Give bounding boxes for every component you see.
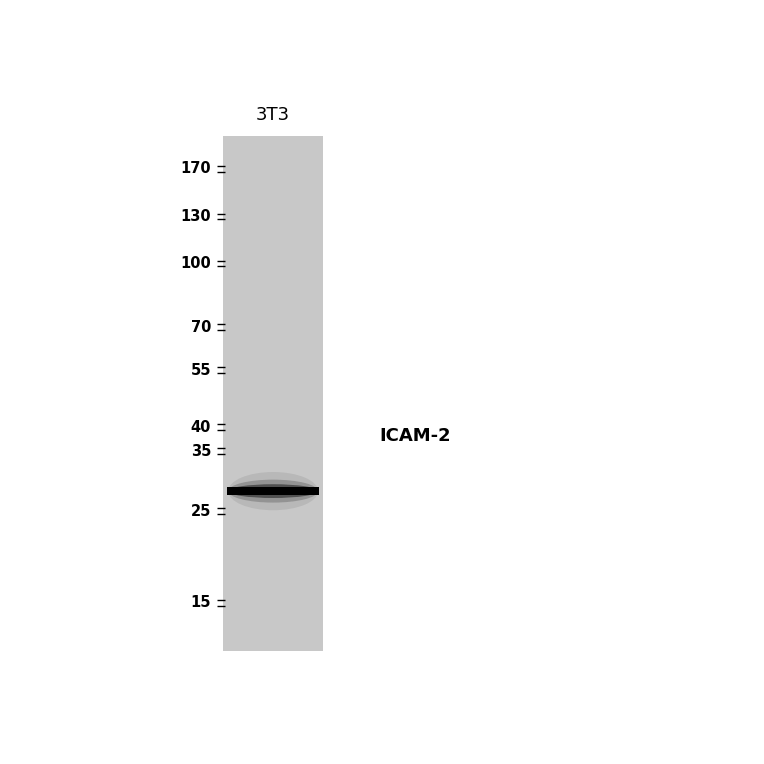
Text: 55: 55 bbox=[190, 363, 211, 378]
Text: 25: 25 bbox=[190, 504, 211, 519]
Text: 40: 40 bbox=[190, 419, 211, 435]
Ellipse shape bbox=[228, 472, 318, 510]
Text: 130: 130 bbox=[180, 209, 211, 224]
Ellipse shape bbox=[228, 484, 318, 498]
Text: 170: 170 bbox=[180, 161, 211, 176]
Ellipse shape bbox=[228, 480, 318, 503]
Text: 15: 15 bbox=[190, 595, 211, 610]
Text: 35: 35 bbox=[190, 444, 211, 458]
Bar bbox=[227, 487, 319, 495]
Bar bbox=[223, 136, 323, 651]
Text: 100: 100 bbox=[180, 256, 211, 271]
Text: ICAM-2: ICAM-2 bbox=[380, 427, 452, 445]
Text: 70: 70 bbox=[190, 320, 211, 335]
Text: 3T3: 3T3 bbox=[256, 106, 290, 124]
